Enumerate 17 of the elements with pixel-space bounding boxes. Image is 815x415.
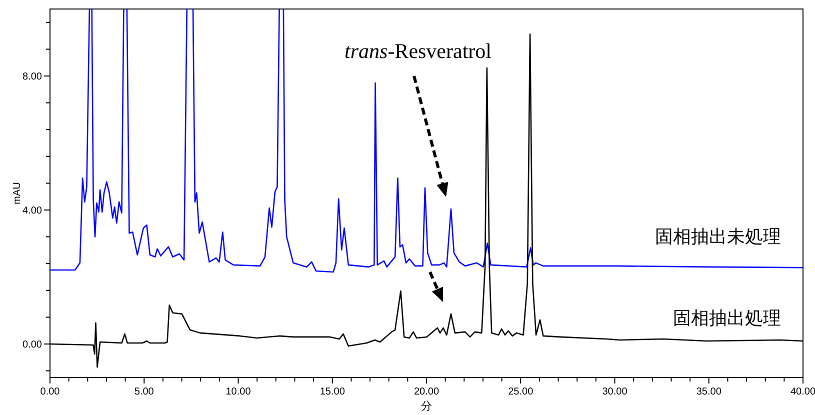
x-tick-label: 0.00 [40, 386, 60, 398]
y-tick-label: 4.00 [22, 206, 42, 216]
y-axis-title: mAU [12, 182, 23, 204]
annotation: trans-Resveratrol [344, 39, 492, 63]
y-tick-label: 8.00 [22, 72, 42, 82]
x-tick-label: 40.00 [790, 386, 815, 398]
series-label: 固相抽出処理 [673, 308, 781, 329]
x-tick-label: 25.00 [508, 386, 534, 398]
x-tick-label: 35.00 [696, 386, 722, 398]
x-axis-title: 分 [421, 400, 432, 412]
x-tick-label: 30.00 [602, 386, 628, 398]
x-tick-label: 10.00 [226, 386, 252, 398]
x-tick-label: 15.00 [320, 386, 346, 398]
y-tick-label: 0.00 [22, 340, 42, 350]
x-tick-label: 20.00 [414, 386, 440, 398]
series-label: 固相抽出未処理 [655, 226, 781, 248]
x-tick-label: 5.00 [134, 386, 154, 398]
